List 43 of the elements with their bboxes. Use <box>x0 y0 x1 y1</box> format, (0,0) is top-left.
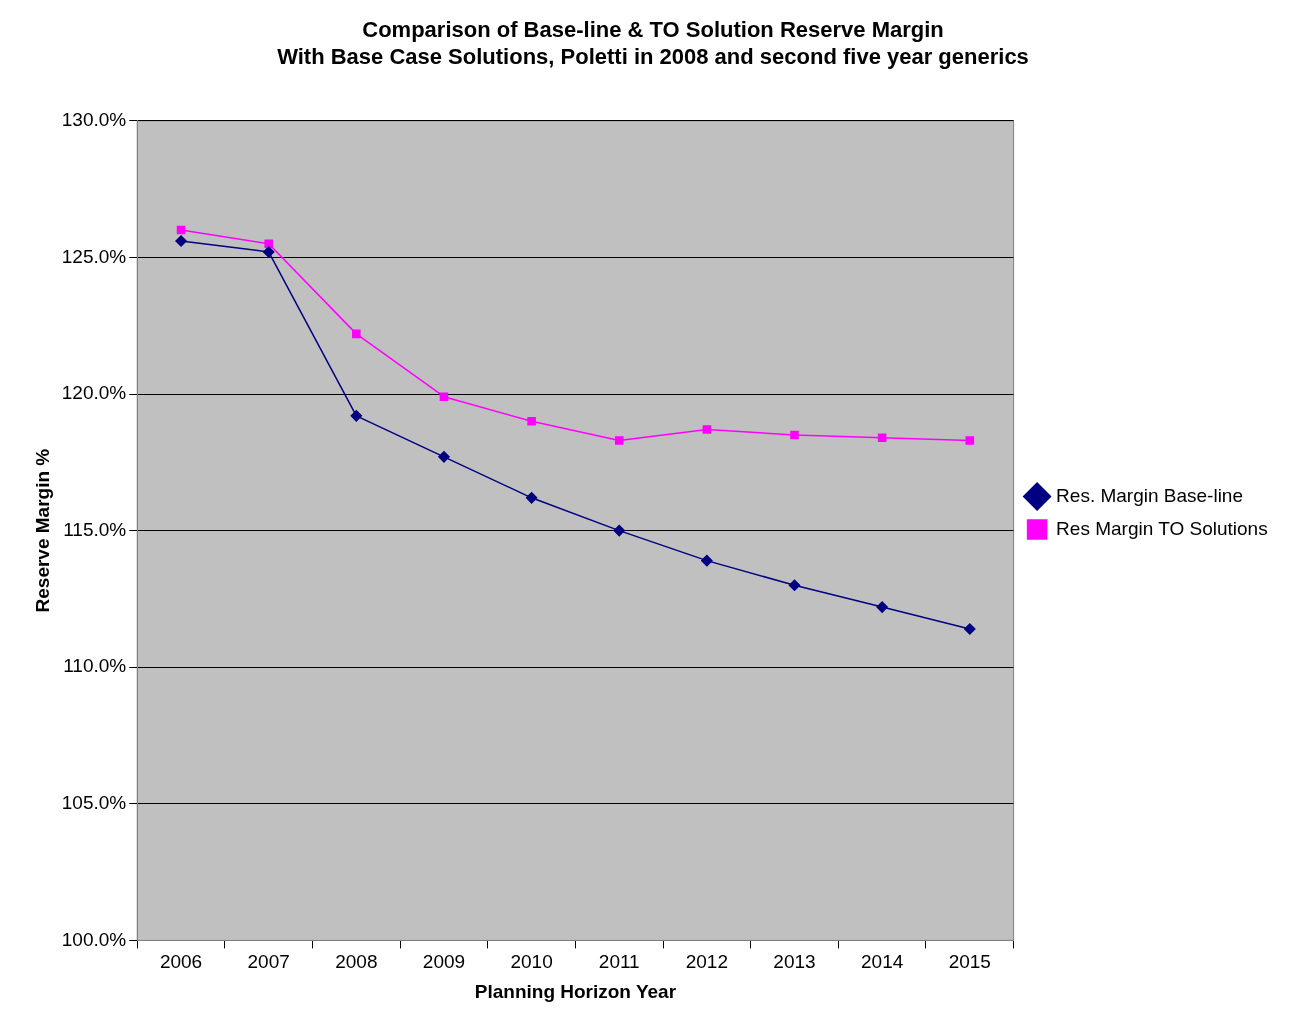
point <box>438 451 450 463</box>
point <box>175 235 187 247</box>
point <box>264 239 273 249</box>
x-tick-label: 2006 <box>159 951 203 973</box>
point <box>702 425 712 434</box>
legend-label: Res Margin TO Solutions <box>1056 517 1268 539</box>
x-tick-label: 2012 <box>685 951 729 973</box>
point <box>790 430 799 440</box>
x-tick-label: 2008 <box>335 951 378 973</box>
text: With Base Case Solutions, Poletti in 2008 and second five year generics <box>277 43 1029 69</box>
point <box>525 492 538 504</box>
y-tick-label: 130.0% <box>61 109 127 131</box>
point <box>613 524 625 537</box>
x-tick-label: 2011 <box>598 951 640 973</box>
point <box>350 410 363 422</box>
y-axis-title: Reserve Margin % <box>31 448 53 613</box>
point <box>176 225 186 235</box>
x-tick-label: 2010 <box>510 951 553 973</box>
point <box>788 579 801 591</box>
y-tick-label: 120.0% <box>61 382 127 404</box>
point <box>527 417 536 426</box>
y-tick-label: 100.0% <box>61 928 127 950</box>
y-tick-label: 125.0% <box>61 245 127 267</box>
x-tick-label: 2009 <box>422 951 466 973</box>
y-tick-label: 115.0% <box>63 518 127 540</box>
legend-label: Res. Margin Base-line <box>1056 484 1244 506</box>
y-tick-label: 110.0% <box>63 655 127 677</box>
point <box>965 436 975 445</box>
x-axis-title: Planning Horizon Year <box>474 980 677 1002</box>
point <box>964 623 976 635</box>
point <box>262 246 275 258</box>
x-tick-label: 2015 <box>948 951 991 973</box>
point <box>876 601 888 613</box>
x-tick-label: 2014 <box>861 951 904 973</box>
point <box>701 554 713 567</box>
y-tick-label: 105.0% <box>61 792 127 814</box>
text: Comparison of Base-line & TO Solution Reserve Margin <box>362 17 944 43</box>
point <box>439 392 449 402</box>
point <box>877 433 887 442</box>
point <box>352 329 361 339</box>
x-tick-label: 2013 <box>773 951 816 973</box>
x-tick-label: 2007 <box>247 951 290 973</box>
point <box>614 436 624 445</box>
